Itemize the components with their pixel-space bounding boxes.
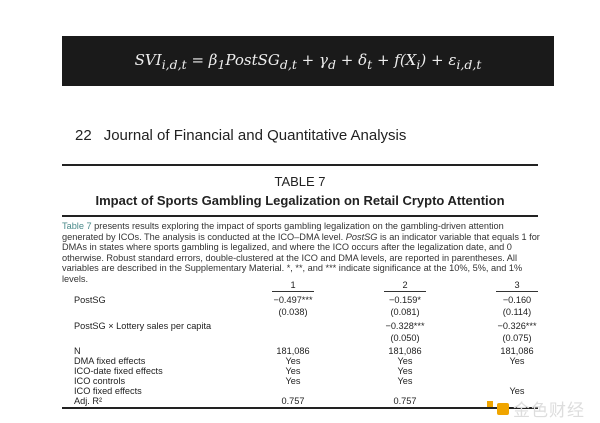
divider: [62, 215, 538, 217]
equation: SVIi,d,t = β1PostSGd,t + γd + δt + f(Xi)…: [134, 50, 482, 72]
table-row: N 181,086 181,086 181,086: [62, 346, 538, 357]
cell: 181,086: [388, 346, 422, 356]
cell: 181,086: [276, 346, 310, 356]
column-header: 3: [496, 280, 538, 292]
table-row: ICO fixed effects Yes: [62, 386, 538, 397]
row-label: ICO-date fixed effects: [74, 366, 163, 376]
row-label: PostSG × Lottery sales per capita: [74, 321, 212, 331]
cell: Yes: [397, 376, 413, 386]
cell: (0.075): [502, 333, 532, 343]
table-title: Impact of Sports Gambling Legalization o…: [95, 193, 505, 208]
cell: Yes: [285, 366, 301, 376]
cell: Yes: [397, 366, 413, 376]
cell: 0.757: [281, 396, 305, 406]
table-link[interactable]: Table 7: [62, 221, 92, 231]
cell: Yes: [509, 386, 525, 396]
table-number: TABLE 7: [274, 174, 326, 189]
row-label: N: [74, 346, 81, 356]
table-row: Adj. R² 0.757 0.757: [62, 396, 538, 407]
cell: 181,086: [500, 346, 534, 356]
cell: −0.328***: [385, 321, 425, 331]
cell: Yes: [285, 356, 301, 366]
cell: −0.326***: [497, 321, 537, 331]
watermark: 金色财经: [487, 396, 585, 421]
divider: [62, 407, 538, 409]
table-row: PostSG × Lottery sales per capita −0.328*…: [62, 321, 538, 332]
cell: (0.081): [390, 307, 420, 317]
table-row: ICO controls Yes Yes: [62, 376, 538, 387]
cell: (0.114): [502, 307, 532, 317]
divider: [62, 164, 538, 166]
column-headers: 1 2 3: [62, 280, 538, 292]
page-number: 22: [75, 127, 92, 144]
table-row: DMA fixed effects Yes Yes Yes: [62, 356, 538, 367]
row-label: DMA fixed effects: [74, 356, 146, 366]
cell: 0.757: [393, 396, 417, 406]
table-caption: Table 7 presents results exploring the i…: [62, 221, 540, 284]
row-label: PostSG: [74, 295, 106, 305]
cell: Yes: [397, 356, 413, 366]
column-header: 1: [272, 280, 314, 292]
cell: (0.038): [278, 307, 308, 317]
row-label: ICO fixed effects: [74, 386, 142, 396]
cell: Yes: [285, 376, 301, 386]
table-row: (0.050) (0.075): [62, 333, 538, 344]
table-row: PostSG −0.497*** −0.159* −0.160: [62, 295, 538, 306]
cell: Yes: [509, 356, 525, 366]
row-label: ICO controls: [74, 376, 126, 386]
running-header: 22 Journal of Financial and Quantitative …: [75, 127, 418, 144]
logo-icon: [487, 400, 493, 407]
row-label: Adj. R²: [74, 396, 103, 406]
cell: −0.160: [502, 295, 532, 305]
logo-icon: [497, 402, 509, 415]
table-row: (0.038) (0.081) (0.114): [62, 307, 538, 318]
cell: (0.050): [390, 333, 420, 343]
table-row: ICO-date fixed effects Yes Yes: [62, 366, 538, 377]
cell: −0.497***: [273, 295, 313, 305]
column-header: 2: [384, 280, 426, 292]
cell: −0.159*: [389, 295, 421, 305]
journal-name: Journal of Financial and Quantitative An…: [103, 127, 407, 144]
equation-banner: SVIi,d,t = β1PostSGd,t + γd + δt + f(Xi)…: [62, 36, 554, 86]
